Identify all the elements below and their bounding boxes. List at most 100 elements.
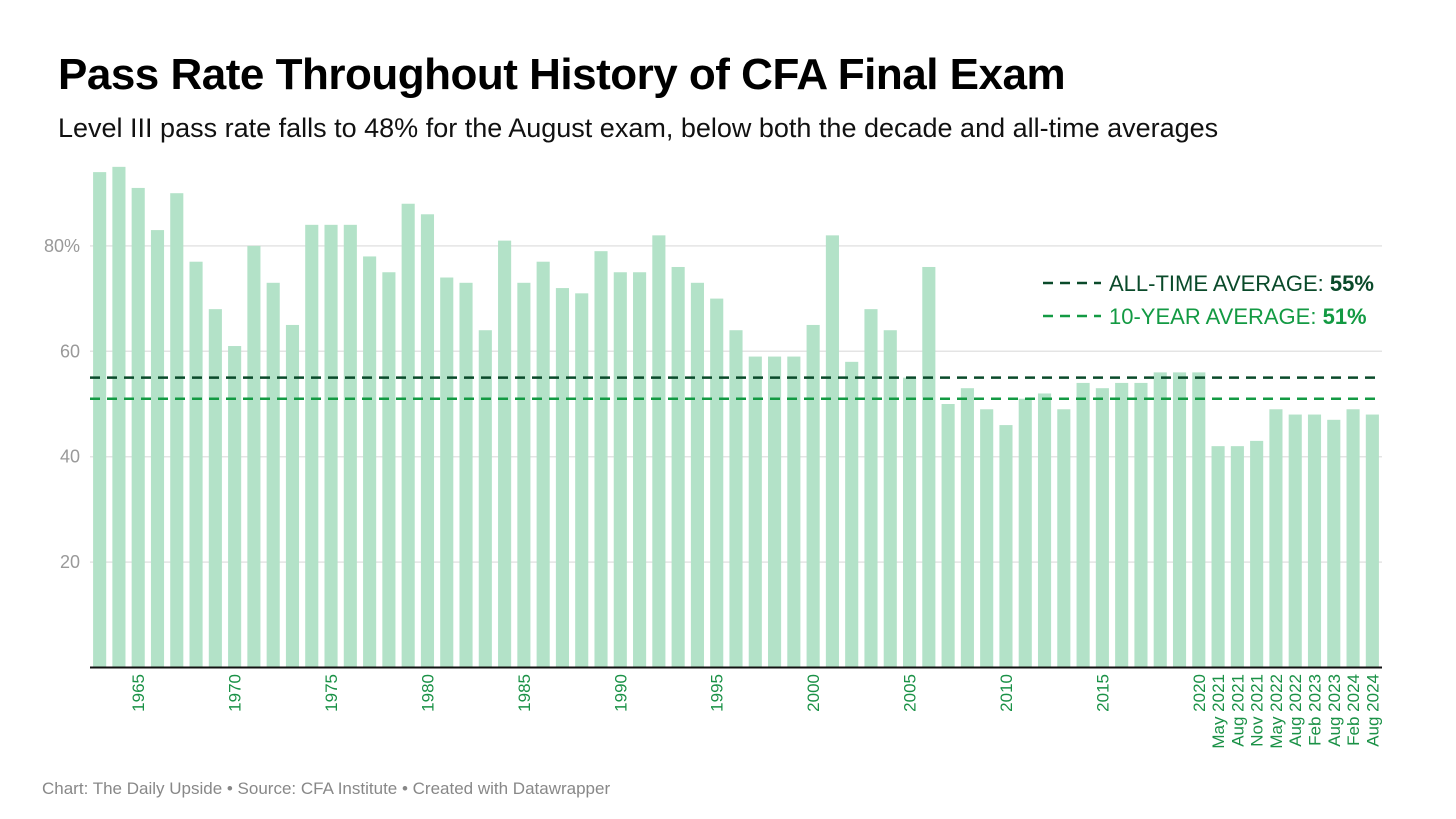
bar <box>1192 372 1206 668</box>
legend-label: ALL-TIME AVERAGE: 55% <box>1109 271 1374 296</box>
bar <box>883 330 897 668</box>
bar <box>401 203 415 668</box>
bar <box>363 256 377 668</box>
bar <box>1134 382 1148 668</box>
legend-label-text: ALL-TIME AVERAGE: <box>1109 271 1330 296</box>
bar <box>1250 440 1264 668</box>
bar <box>1095 388 1109 668</box>
bar <box>787 356 801 668</box>
bar <box>960 388 974 668</box>
x-tick-label: Nov 2021 <box>1248 674 1267 747</box>
bar <box>1076 382 1090 668</box>
bar <box>941 404 955 668</box>
x-tick-label: 2015 <box>1093 674 1112 712</box>
bar <box>690 282 704 668</box>
x-tick-label: Feb 2023 <box>1306 674 1325 746</box>
bar <box>671 266 685 668</box>
bar <box>324 224 338 668</box>
legend: ALL-TIME AVERAGE: 55% 10-YEAR AVERAGE: 51… <box>1043 271 1374 329</box>
bar <box>768 356 782 668</box>
bar <box>170 193 184 668</box>
bar <box>1153 372 1167 668</box>
bar <box>633 272 647 668</box>
bar <box>382 272 396 668</box>
bar <box>1057 409 1071 668</box>
y-tick-label: 80% <box>44 236 80 256</box>
bar <box>980 409 994 668</box>
bar <box>613 272 627 668</box>
bar <box>1172 372 1187 668</box>
bar <box>440 277 454 668</box>
bar <box>208 309 222 668</box>
y-tick-label: 60 <box>60 341 80 361</box>
bar <box>864 309 878 668</box>
x-tick-label: Aug 2023 <box>1325 674 1344 747</box>
chart-footer: Chart: The Daily Upside • Source: CFA In… <box>42 779 611 798</box>
bar <box>536 261 550 668</box>
bar <box>1269 409 1283 668</box>
x-tick-label: Aug 2021 <box>1228 674 1247 747</box>
bar <box>1211 446 1225 668</box>
bar <box>478 330 492 668</box>
chart-subtitle: Level III pass rate falls to 48% for the… <box>58 113 1219 143</box>
bar <box>825 235 839 668</box>
bar <box>1365 414 1379 668</box>
bar <box>1288 414 1302 668</box>
bar <box>845 361 859 668</box>
bar <box>228 346 242 668</box>
x-tick-label: May 2021 <box>1209 674 1228 749</box>
x-tick-label: Feb 2024 <box>1344 674 1363 746</box>
x-tick-label: Aug 2022 <box>1286 674 1305 747</box>
bar <box>710 298 724 668</box>
x-tick-label: 1985 <box>515 674 534 712</box>
chart-title: Pass Rate Throughout History of CFA Fina… <box>58 50 1066 99</box>
legend-value: 51% <box>1323 304 1367 329</box>
bar <box>1307 414 1322 668</box>
bar <box>903 377 917 668</box>
bar <box>922 266 936 668</box>
bar <box>1230 446 1244 668</box>
bar <box>1115 382 1129 668</box>
x-tick-label: 1975 <box>322 674 341 712</box>
x-tick-label: Aug 2024 <box>1363 674 1382 747</box>
bar <box>131 187 145 668</box>
bar <box>266 282 280 668</box>
bar <box>247 245 261 668</box>
x-tick-label: May 2022 <box>1267 674 1286 749</box>
x-tick-label: 2000 <box>804 674 823 712</box>
bar <box>652 235 666 668</box>
x-tick-label: 1995 <box>708 674 727 712</box>
bar <box>594 251 608 668</box>
bar <box>1346 409 1360 668</box>
bar <box>748 356 762 668</box>
bar <box>343 224 357 668</box>
bar <box>459 282 473 668</box>
bar <box>999 425 1013 668</box>
bar <box>1018 398 1032 668</box>
bar <box>285 324 300 668</box>
x-tick-label: 2020 <box>1190 674 1209 712</box>
bar <box>575 293 589 668</box>
bar <box>112 166 126 668</box>
bar <box>1327 419 1341 668</box>
x-tick-label: 2010 <box>997 674 1016 712</box>
legend-label: 10-YEAR AVERAGE: 51% <box>1109 304 1367 329</box>
bar <box>806 324 820 668</box>
bar <box>420 214 435 668</box>
axes: 1965 1970 1975 1980 1985 1990 1995 2000 2005 2010… <box>90 666 1382 749</box>
bar <box>517 282 531 668</box>
y-tick-label: 40 <box>60 447 80 467</box>
legend-label-text: 10-YEAR AVERAGE: <box>1109 304 1323 329</box>
x-tick-label: 1965 <box>129 674 148 712</box>
bar <box>729 330 743 668</box>
bar <box>1037 393 1052 668</box>
bar <box>150 230 165 668</box>
legend-value: 55% <box>1330 271 1374 296</box>
x-tick-label: 1970 <box>226 674 245 712</box>
bar <box>555 288 569 668</box>
reference-lines <box>90 376 1382 400</box>
y-tick-label: 20 <box>60 552 80 572</box>
bar <box>498 240 512 668</box>
bar <box>189 261 203 668</box>
